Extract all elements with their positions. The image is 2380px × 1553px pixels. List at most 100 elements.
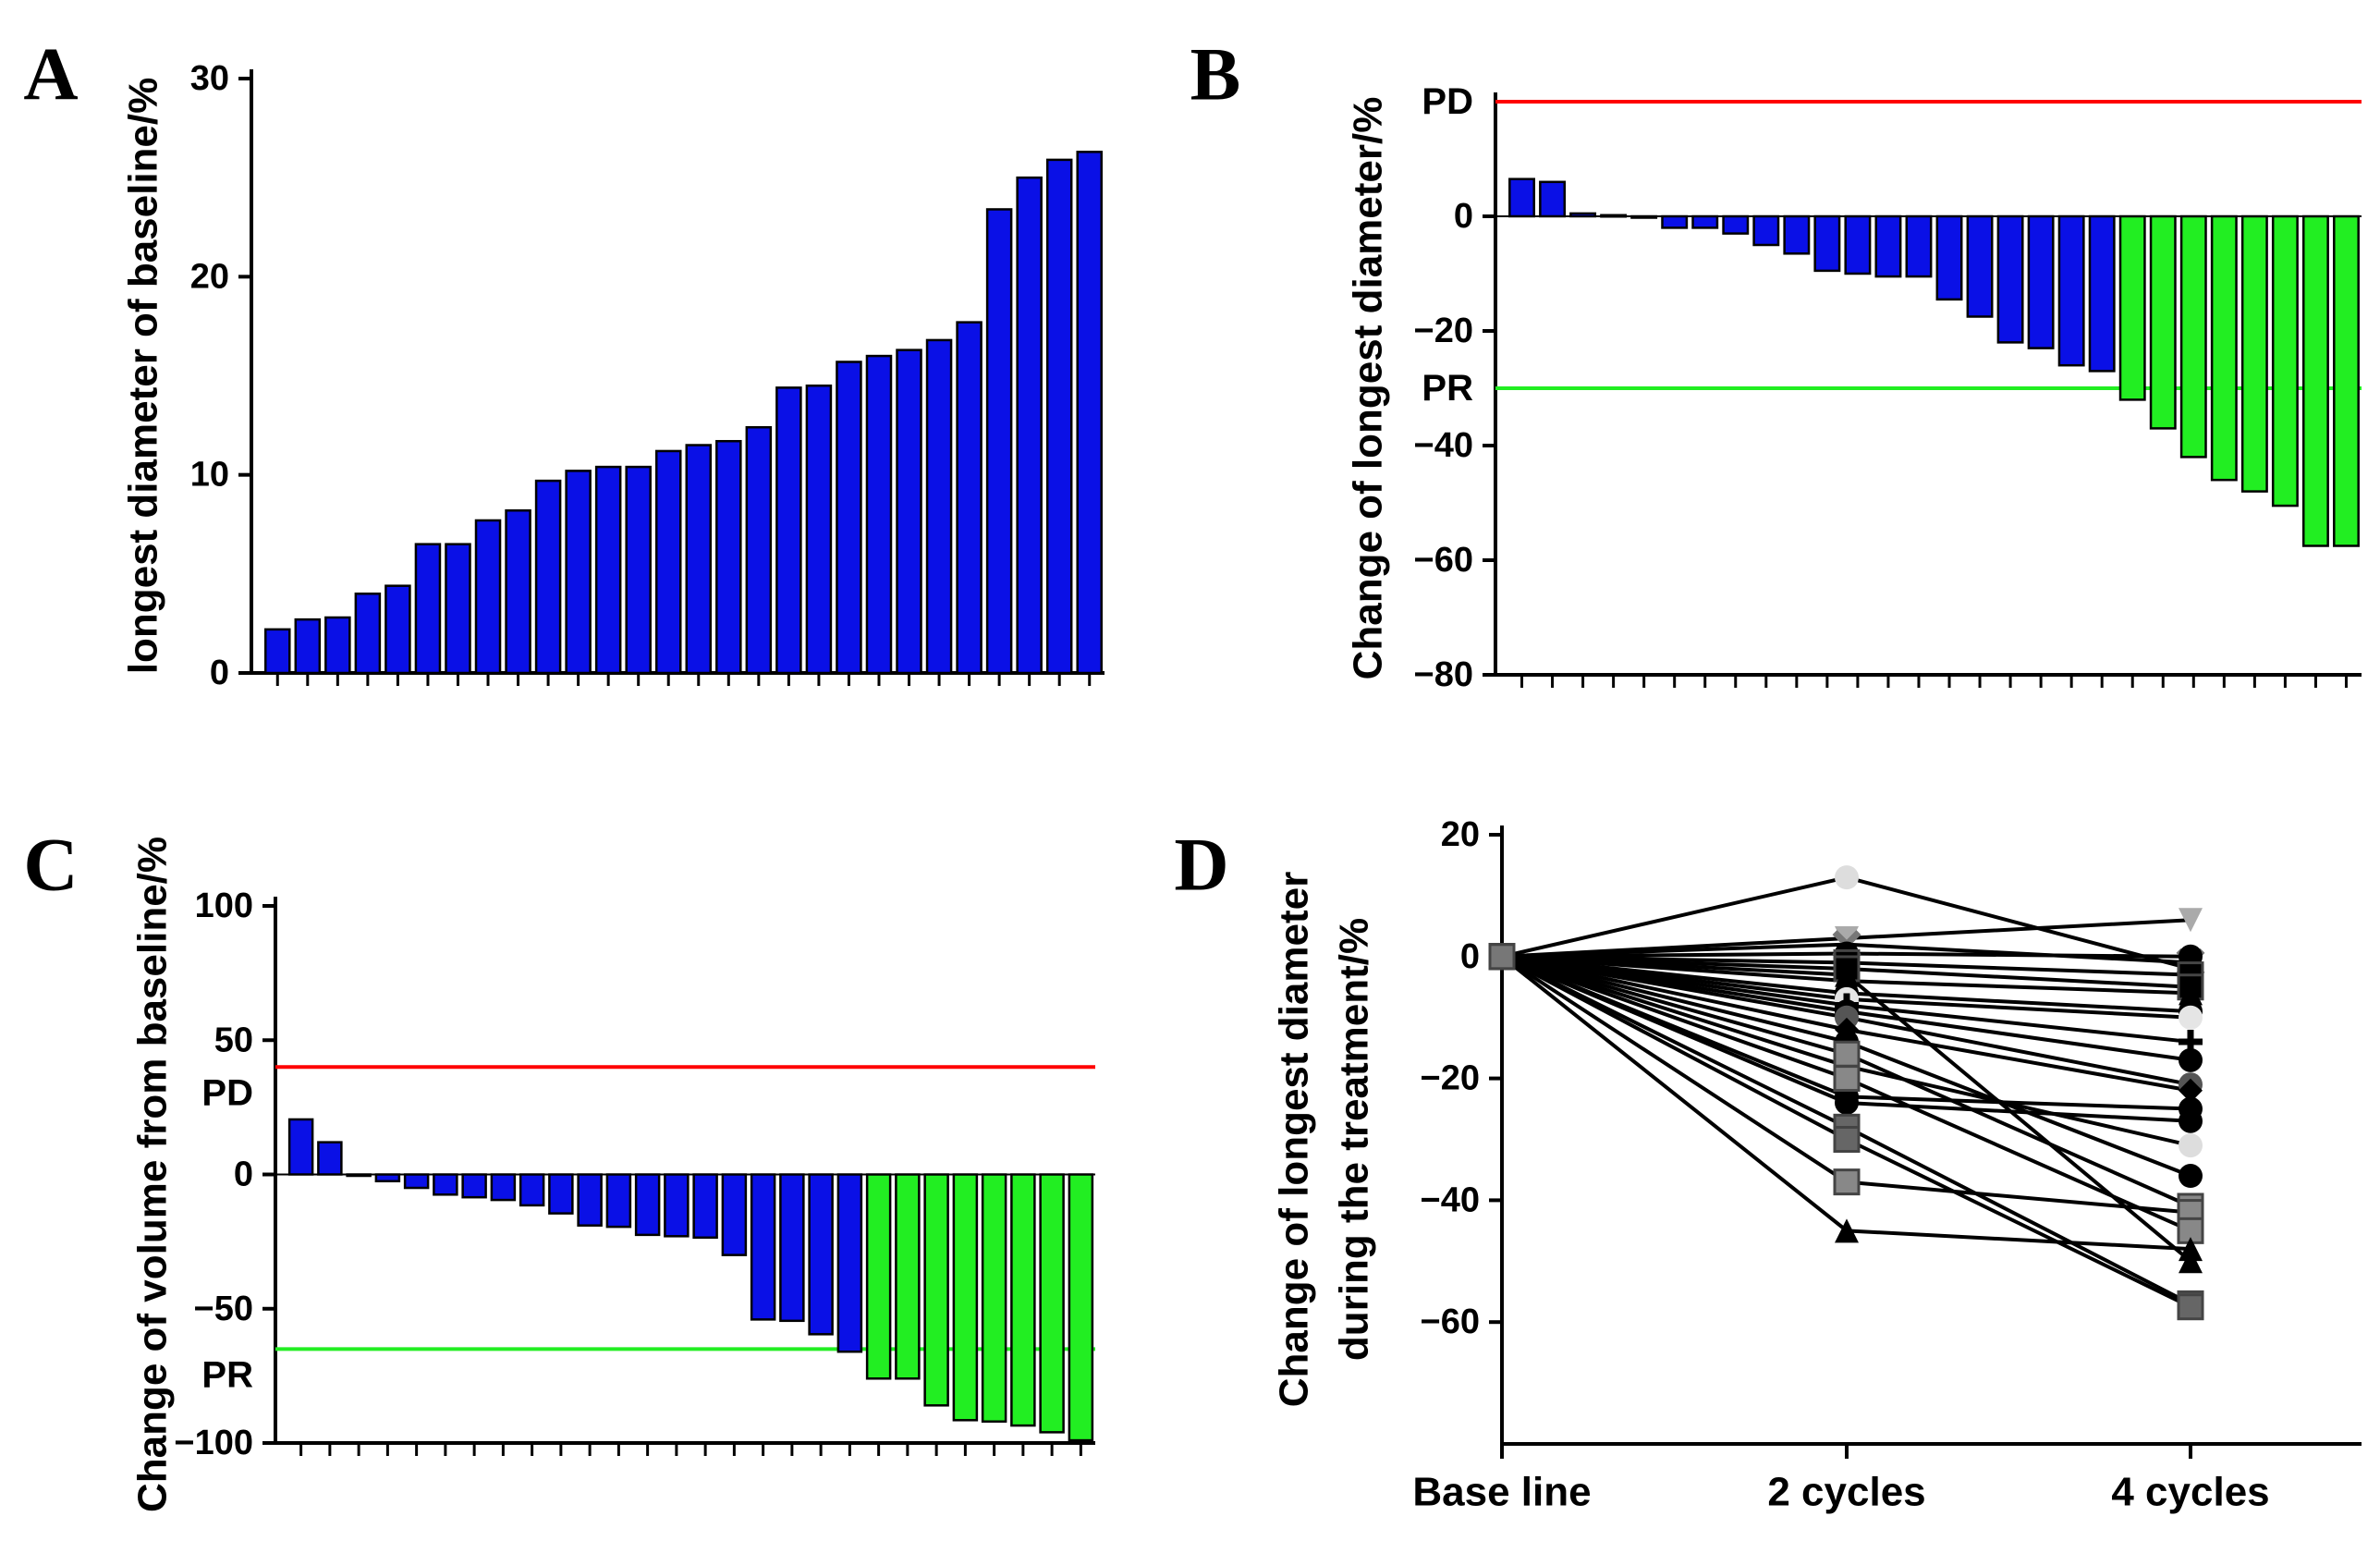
- bar: [534, 479, 562, 675]
- y-tick-label: 20: [1441, 815, 1480, 854]
- y-tick-label: −40: [1421, 1180, 1480, 1219]
- data-point: [1835, 865, 1859, 890]
- bar: [2027, 214, 2055, 349]
- bar: [956, 321, 983, 675]
- bar: [490, 1173, 517, 1202]
- bar: [1966, 214, 1994, 318]
- bar: [664, 1173, 690, 1238]
- bar: [2057, 214, 2085, 367]
- bar: [779, 1173, 805, 1323]
- bar: [634, 1173, 661, 1237]
- bar: [433, 1173, 458, 1196]
- y-tick-label: 20: [190, 257, 229, 296]
- bar: [1539, 180, 1567, 218]
- x-tick-label: 4 cycles: [2111, 1470, 2269, 1515]
- bar: [1045, 158, 1073, 675]
- panel-letter: C: [23, 823, 78, 907]
- y-tick-label: 100: [195, 887, 253, 925]
- bar: [1813, 214, 1841, 273]
- data-point: [1835, 1005, 1859, 1030]
- bar: [605, 1173, 632, 1229]
- bar: [1068, 1173, 1094, 1442]
- bar: [952, 1173, 979, 1422]
- data-point: [2179, 1108, 2203, 1133]
- data-point: [2179, 1249, 2203, 1274]
- y-axis-label: longest diameter of baseline/%: [121, 78, 166, 675]
- bar: [2210, 214, 2238, 482]
- bar: [577, 1173, 603, 1227]
- bar: [1722, 214, 1750, 235]
- bar: [654, 449, 682, 675]
- panel-d: D Change of longest diameter during the tr…: [1174, 815, 2362, 1515]
- y-tick-label: −100: [174, 1424, 253, 1462]
- bar: [2333, 214, 2360, 547]
- data-point: [1833, 1065, 1861, 1093]
- y-axis-label: Change of longest diameter/%: [1346, 97, 1391, 680]
- data-point: [1835, 926, 1859, 951]
- data-point: [2179, 908, 2203, 933]
- bar: [808, 1173, 834, 1336]
- reference-label-pr: PR: [201, 1354, 253, 1395]
- bar: [2301, 214, 2329, 547]
- reference-label-pd: PD: [1422, 81, 1473, 122]
- y-tick-label: 0: [234, 1156, 253, 1194]
- data-point: [1833, 1040, 1861, 1068]
- panel-c: C Change of volume from baseline/% 100 50 0 −…: [23, 823, 1095, 1512]
- bar: [721, 1173, 748, 1256]
- y-tick-label: 30: [190, 59, 229, 98]
- bar: [692, 1173, 718, 1240]
- bar: [1661, 214, 1689, 229]
- bar: [1016, 176, 1043, 675]
- data-point: [1488, 943, 1516, 971]
- y-tick-label: −20: [1421, 1059, 1480, 1098]
- data-point: [2179, 1164, 2203, 1189]
- reference-label-pr: PR: [1422, 368, 1473, 409]
- bar: [1935, 214, 1963, 301]
- reference-label-pd: PD: [201, 1072, 253, 1113]
- bar: [2118, 214, 2146, 401]
- data-point: [1835, 1218, 1859, 1243]
- bar: [895, 1173, 921, 1380]
- data-point: [1833, 1168, 1861, 1196]
- bar: [519, 1173, 545, 1207]
- y-axis-label: during the treatment/%: [1332, 918, 1377, 1361]
- bar: [896, 349, 922, 675]
- bar: [685, 444, 713, 675]
- y-tick-label: −50: [194, 1290, 253, 1328]
- bar: [374, 1173, 401, 1183]
- bar: [1752, 214, 1780, 247]
- y-axis-label: Change of volume from baseline/%: [130, 837, 176, 1512]
- y-axis-label: Change of longest diameter: [1272, 872, 1317, 1407]
- bar: [1630, 214, 1658, 219]
- panel-letter: A: [23, 32, 78, 116]
- bar: [1874, 214, 1902, 278]
- bar: [985, 208, 1013, 675]
- y-tick-label: 0: [210, 654, 229, 692]
- y-tick-label: 0: [1454, 197, 1473, 236]
- bar: [565, 470, 592, 675]
- bar: [2088, 214, 2116, 373]
- bar: [346, 1173, 372, 1178]
- data-point: [1833, 1126, 1861, 1153]
- bar: [836, 361, 862, 675]
- bar: [461, 1173, 487, 1199]
- panel-b: B Change of longest diameter/% 0 −20 −40 −60 −…: [1190, 32, 2362, 694]
- bar: [264, 628, 291, 675]
- bar: [625, 465, 652, 675]
- bar: [474, 519, 502, 675]
- y-tick-label: −20: [1414, 312, 1473, 350]
- bar: [294, 618, 322, 675]
- data-point: [1835, 1090, 1859, 1115]
- bar: [1039, 1173, 1065, 1434]
- x-tick-label: 2 cycles: [1767, 1470, 1925, 1515]
- bar: [925, 338, 953, 675]
- bar: [1569, 212, 1597, 218]
- bar: [1905, 214, 1933, 278]
- bar: [2240, 214, 2268, 493]
- data-point: [2179, 1133, 2203, 1158]
- bar: [2179, 214, 2207, 459]
- y-tick-label: −60: [1414, 541, 1473, 580]
- panel-letter: D: [1174, 823, 1228, 907]
